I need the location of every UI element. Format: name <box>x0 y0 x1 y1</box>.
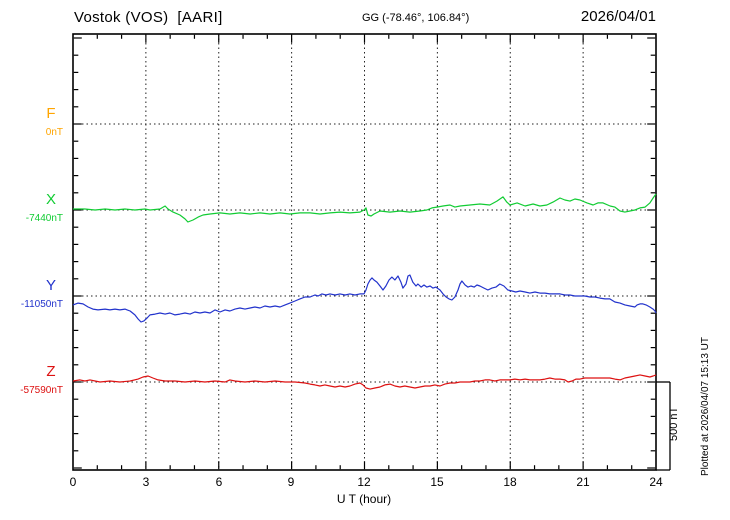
plotted-at-note: Plotted at 2026/04/07 15:13 UT <box>700 337 711 476</box>
x-tick-0: 0 <box>69 475 77 489</box>
component-label-Y: Y <box>45 277 56 294</box>
trace-X <box>73 193 657 223</box>
scale-bar-label: 500 nT <box>668 406 680 441</box>
x-tick-21: 21 <box>576 475 590 489</box>
baseline-value-Y: -11050nT <box>20 299 63 310</box>
component-label-Z: Z <box>46 363 56 380</box>
baseline-value-Z: -57590nT <box>20 385 63 396</box>
x-axis-label: U T (hour) <box>336 492 392 506</box>
component-label-F: F <box>46 105 56 122</box>
plot-date: 2026/04/01 <box>580 8 656 25</box>
baseline-value-X: -7440nT <box>25 213 63 224</box>
x-tick-3: 3 <box>142 475 150 489</box>
geographic-coordinates: GG (-78.46°, 106.84°) <box>362 12 470 24</box>
trace-Z <box>72 374 657 390</box>
component-label-X: X <box>45 191 56 208</box>
baseline-value-F: 0nT <box>45 127 63 138</box>
plot-frame <box>72 33 657 471</box>
x-tick-12: 12 <box>357 475 371 489</box>
trace-Y <box>72 274 657 323</box>
x-tick-15: 15 <box>430 475 444 489</box>
station-title: Vostok (VOS) [AARI] <box>74 9 223 26</box>
x-tick-24: 24 <box>649 475 663 489</box>
x-tick-9: 9 <box>287 475 295 489</box>
x-tick-6: 6 <box>215 475 223 489</box>
x-tick-18: 18 <box>503 475 517 489</box>
